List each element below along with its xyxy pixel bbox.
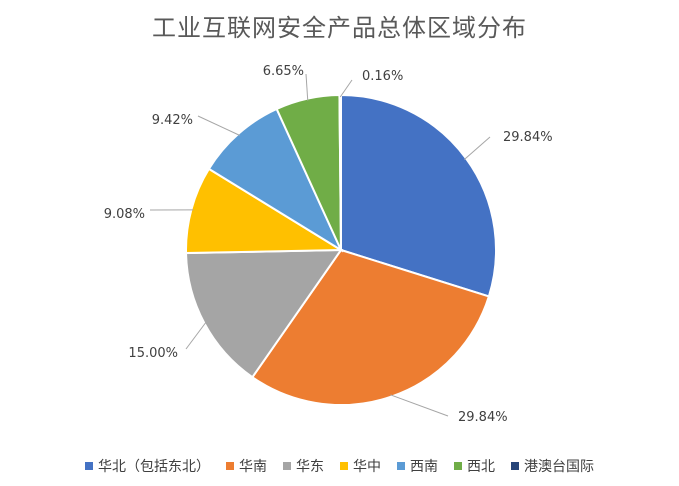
data-label: 9.42% (152, 113, 193, 128)
legend-swatch (340, 462, 348, 470)
leader-line (185, 321, 207, 350)
data-label: 15.00% (128, 346, 178, 361)
chart-title: 工业互联网安全产品总体区域分布 (152, 14, 527, 42)
legend-label: 华中 (353, 459, 381, 475)
legend-item: 华南 (226, 456, 267, 476)
legend-swatch (397, 462, 405, 470)
leader-line (390, 394, 449, 417)
pie-slice (185, 248, 343, 379)
legend-swatch (226, 462, 234, 470)
legend-item: 港澳台国际 (511, 456, 594, 476)
leader-line (305, 73, 309, 101)
legend-label: 西北 (467, 459, 495, 475)
pie-slice (338, 93, 342, 251)
legend-swatch (85, 462, 93, 470)
data-label: 29.84% (458, 410, 508, 425)
pie-slice (250, 248, 491, 406)
legend-swatch (454, 462, 462, 470)
data-label: 6.65% (263, 64, 304, 79)
data-label: 29.84% (503, 130, 553, 145)
data-labels: 29.84% 29.84% 15.00% 9.08% 9.42% 6.65% 0.16% (104, 64, 553, 425)
legend-item: 西南 (397, 456, 438, 476)
pie-slice (185, 167, 345, 255)
legend-label: 港澳台国际 (524, 459, 594, 475)
legend-label: 华南 (239, 459, 267, 475)
leader-lines (149, 73, 491, 417)
leader-line (339, 79, 353, 98)
leader-line (197, 115, 240, 136)
pie-slices (185, 93, 497, 406)
data-label: 9.08% (104, 207, 145, 222)
pie-slice (207, 107, 344, 253)
legend-item: 华北（包括东北） (85, 456, 210, 476)
legend-item: 华东 (283, 456, 324, 476)
legend-swatch (283, 462, 291, 470)
legend-item: 华中 (340, 456, 381, 476)
legend-label: 华东 (296, 459, 324, 475)
legend-label: 西南 (410, 459, 438, 475)
legend: 华北（包括东北） 华南 华东 华中 西南 西北 港澳台国际 (0, 456, 679, 476)
legend-swatch (511, 462, 519, 470)
leader-line (464, 136, 491, 160)
legend-label: 华北（包括东北） (98, 459, 210, 475)
legend-item: 西北 (454, 456, 495, 476)
data-label: 0.16% (362, 69, 403, 84)
